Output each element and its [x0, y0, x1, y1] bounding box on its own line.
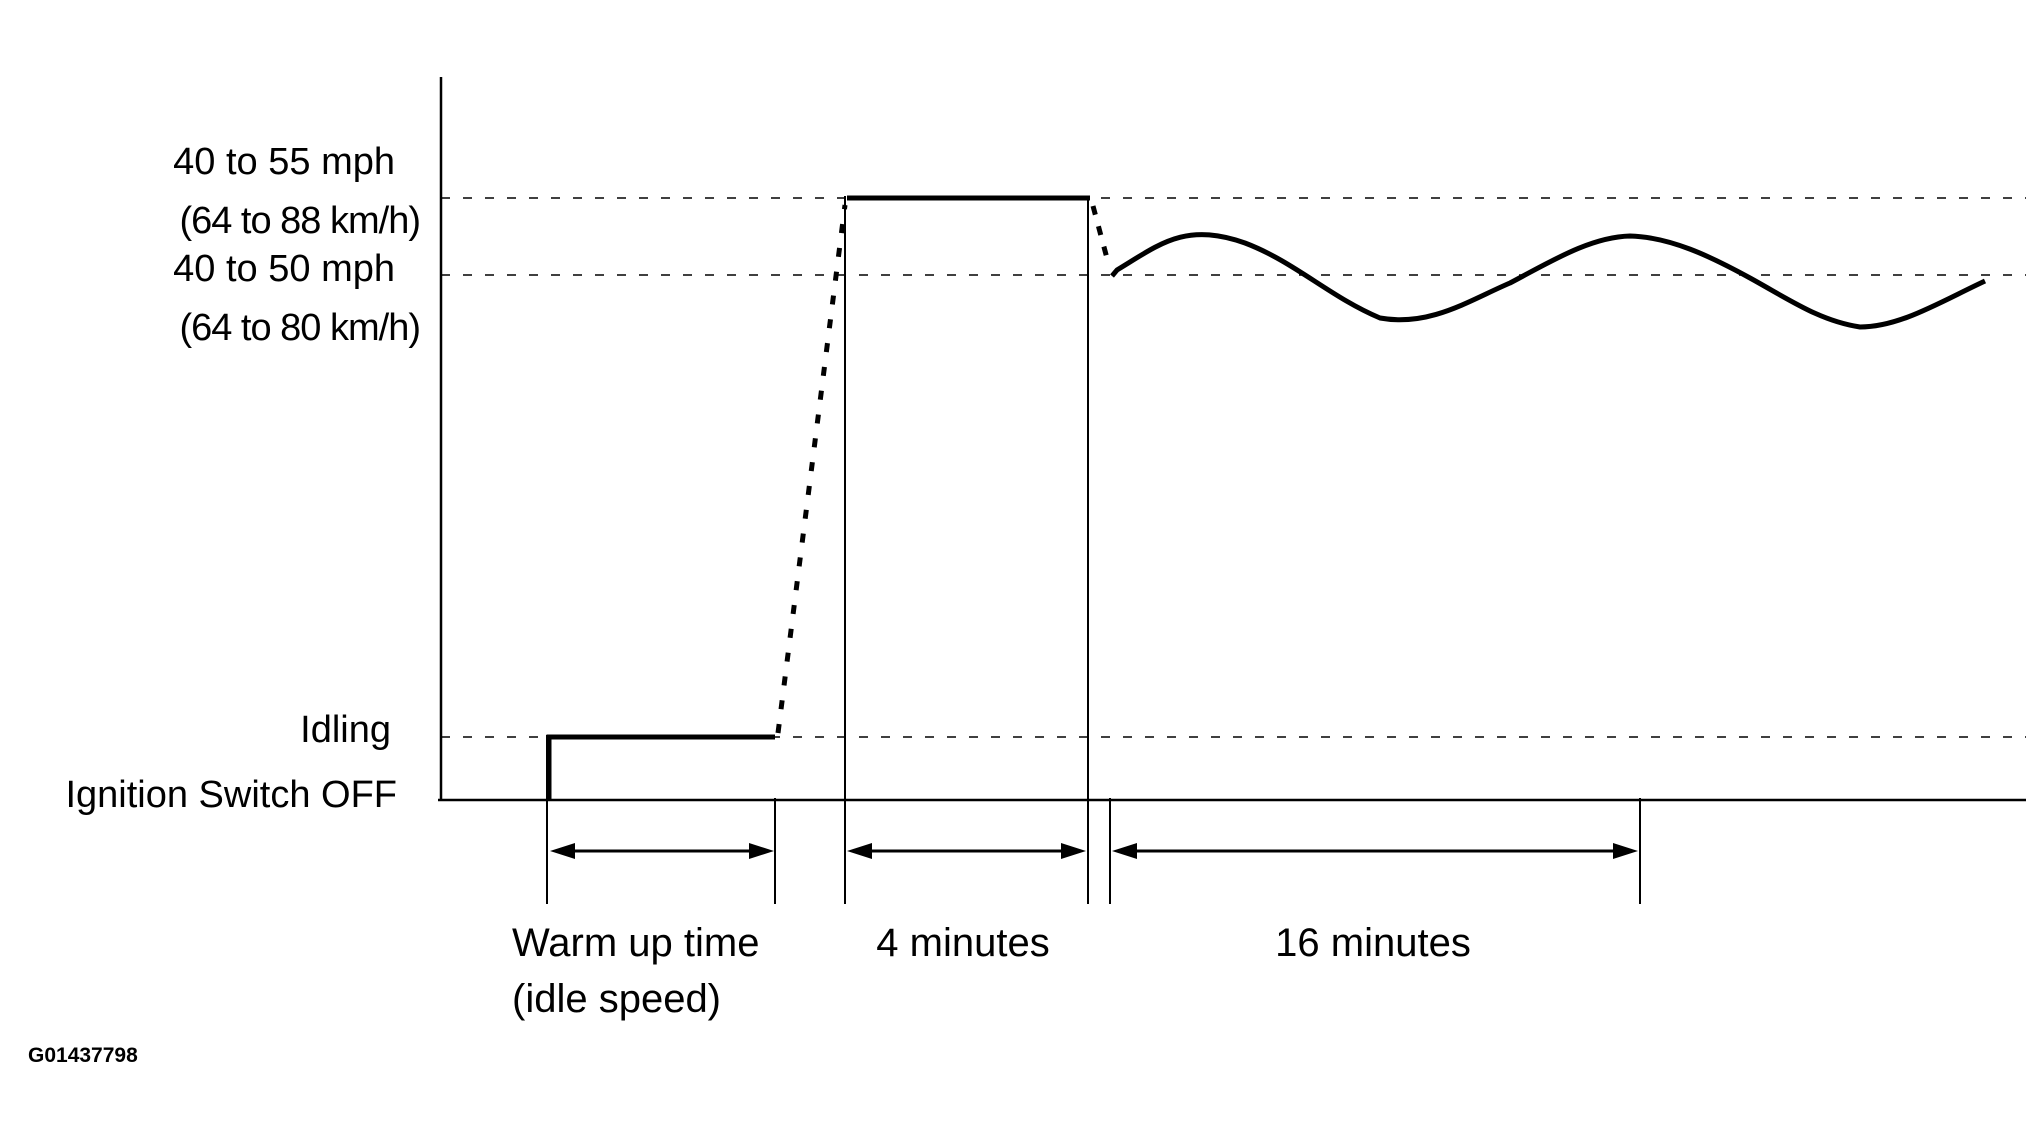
label-four-minutes: 4 minutes — [876, 921, 1049, 965]
arrow-four-minutes — [847, 843, 1086, 859]
arrow-sixteen-minutes — [1112, 843, 1638, 859]
fluctuating-speed-curve — [1110, 232, 1987, 330]
label-mid-speed-kmh: (64 to 80 km/h) — [179, 307, 420, 349]
idle-step-line — [546, 734, 775, 800]
figure-code: G01437798 — [28, 1044, 138, 1067]
label-idling: Idling — [300, 709, 391, 751]
arrow-warmup — [550, 843, 774, 859]
label-warmup-time: Warm up time — [512, 921, 759, 965]
label-high-speed-mph: 40 to 55 mph — [173, 141, 395, 183]
label-sixteen-minutes: 16 minutes — [1275, 921, 1471, 965]
label-mid-speed-mph: 40 to 50 mph — [173, 248, 395, 290]
acceleration-dotted-line — [775, 204, 848, 734]
label-ignition-switch-off: Ignition Switch OFF — [65, 774, 397, 816]
label-high-speed-kmh: (64 to 88 km/h) — [179, 200, 420, 242]
deceleration-dotted-line — [1090, 205, 1111, 263]
label-idle-speed: (idle speed) — [512, 977, 721, 1021]
